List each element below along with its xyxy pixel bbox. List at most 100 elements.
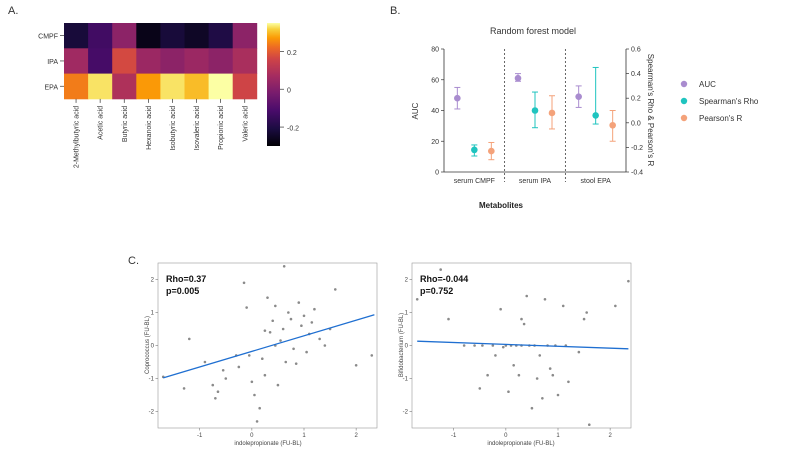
- scatter-y-tick-label: -1: [403, 377, 409, 383]
- scatter-point: [323, 344, 327, 347]
- scatter-right-ylabel: Bifidobacterium (FU-BL): [399, 313, 405, 377]
- scatter-point: [276, 383, 280, 387]
- scatter-point: [507, 390, 510, 394]
- scatter-point: [211, 383, 215, 387]
- scatter-point: [260, 357, 264, 361]
- heatmap-row-label: EPA: [45, 84, 59, 91]
- scatter-left-rho: Rho=0.37: [166, 274, 206, 284]
- heatmap-row-labels: CMPF IPA EPA: [38, 34, 64, 91]
- scatter-point: [535, 377, 539, 380]
- legend-label: Spearman's Rho: [699, 97, 759, 106]
- heatmap-cell: [160, 73, 185, 100]
- scatter-point: [478, 387, 482, 390]
- scatter-point: [282, 265, 286, 268]
- scatter-point: [543, 298, 547, 301]
- scatter-point: [556, 393, 560, 397]
- colorbar-ticks: 0.2 0 -0.2: [280, 50, 299, 133]
- heatmap-cell: [208, 48, 234, 74]
- heatmap-cell: [112, 73, 137, 100]
- scatter-x-tick-label: -1: [451, 433, 457, 439]
- scatter-point: [255, 420, 259, 423]
- legend-label: AUC: [699, 80, 716, 89]
- scatter-point: [530, 406, 534, 410]
- scatter-y-tick-label: -2: [149, 410, 155, 416]
- forest-point: [514, 74, 522, 82]
- scatter-point: [310, 321, 314, 324]
- scatter-left: -1 0 1 2 2 1 0 -1 -2: [149, 262, 378, 439]
- legend-marker: [680, 114, 688, 122]
- scatter-point: [294, 362, 298, 365]
- heatmap-cell: [232, 73, 258, 100]
- colorbar: [267, 23, 280, 146]
- scatter-point: [302, 314, 306, 318]
- scatter-point: [263, 329, 267, 332]
- scatter-fit-line: [417, 340, 629, 350]
- scatter-point: [541, 397, 544, 400]
- forest-category-label: stool EPA: [581, 178, 612, 185]
- scatter-point: [354, 364, 358, 367]
- forest-right-tick-label: 0.6: [631, 47, 641, 54]
- scatter-y-tick-label: 1: [151, 311, 155, 317]
- scatter-y-tick-label: 2: [405, 278, 409, 284]
- heatmap-cell: [112, 23, 137, 49]
- heatmap-col-label: Valeric acid: [242, 106, 249, 142]
- legend-marker: [680, 97, 688, 105]
- forest-plot: 0 20 40 60 80 -0.4 -0.2 0.0 0.2 0.4 0.6 serum CMPF s…: [431, 47, 643, 186]
- scatter-point: [481, 344, 484, 347]
- heatmap-cell: [184, 73, 209, 100]
- heatmap-row-label: CMPF: [38, 34, 58, 41]
- scatter-point: [415, 298, 419, 301]
- heatmap-cell: [88, 73, 113, 100]
- heatmap-col-label: Propionic acid: [218, 106, 225, 150]
- forest-point: [592, 112, 599, 119]
- scatter-point: [439, 268, 442, 271]
- scatter-point: [187, 337, 191, 341]
- scatter-x-tick-label: 1: [556, 433, 560, 439]
- forest-point: [575, 93, 582, 100]
- heatmap-col-label: Isobutyric acid: [170, 106, 177, 151]
- scatter-point: [203, 360, 207, 364]
- scatter-point: [486, 373, 489, 377]
- scatter-point: [300, 324, 303, 328]
- scatter-point: [274, 304, 277, 308]
- scatter-point: [561, 304, 565, 308]
- scatter-point: [242, 281, 246, 285]
- scatter-point: [627, 279, 630, 283]
- scatter-point: [587, 423, 591, 427]
- scatter-point: [297, 301, 301, 304]
- scatter-point: [538, 354, 542, 357]
- forest-category-label: serum IPA: [519, 178, 551, 185]
- forest-point: [471, 146, 478, 154]
- heatmap-cell: [232, 23, 258, 49]
- forest-right-tick-label: 0.2: [631, 96, 641, 103]
- scatter-point: [245, 306, 248, 309]
- scatter-left-ylabel: Coprococcus (FU-BL): [145, 316, 151, 374]
- heatmap-col-label: 2-Methylbutyric acid: [74, 106, 81, 168]
- forest-right-tick-label: -0.2: [631, 145, 643, 152]
- forest-left-tick-label: 80: [431, 47, 439, 54]
- scatter-point: [287, 311, 290, 314]
- scatter-left-xlabel: indolepropionate (FU-BL): [234, 441, 301, 447]
- forest-ylabel-right: Spearman's Rho & Pearson's R: [646, 54, 655, 167]
- scatter-y-tick-label: 0: [151, 344, 155, 350]
- scatter-point: [247, 354, 251, 357]
- scatter-right-rho: Rho=-0.044: [420, 274, 468, 284]
- heatmap-cell: [88, 48, 113, 74]
- heatmap-col-label: Acetic acid: [98, 106, 105, 140]
- forest-left-tick-label: 20: [431, 139, 439, 146]
- heatmap-cell: [136, 73, 161, 100]
- scatter-point: [333, 288, 337, 291]
- scatter-point: [216, 390, 220, 394]
- scatter-point: [614, 304, 617, 308]
- scatter-point: [370, 354, 374, 357]
- heatmap-column-labels: 2-Methylbutyric acid Acetic acid Butyric a…: [74, 98, 249, 168]
- scatter-y-tick-label: 1: [405, 311, 409, 317]
- scatter-point: [313, 307, 316, 311]
- heatmap-cell: [160, 48, 185, 74]
- scatter-point: [522, 322, 526, 326]
- scatter-x-tick-label: 2: [608, 433, 612, 439]
- scatter-point: [585, 311, 588, 314]
- scatter-point: [250, 380, 254, 384]
- forest-legend: AUC Spearman's Rho Pearson's R: [680, 80, 759, 123]
